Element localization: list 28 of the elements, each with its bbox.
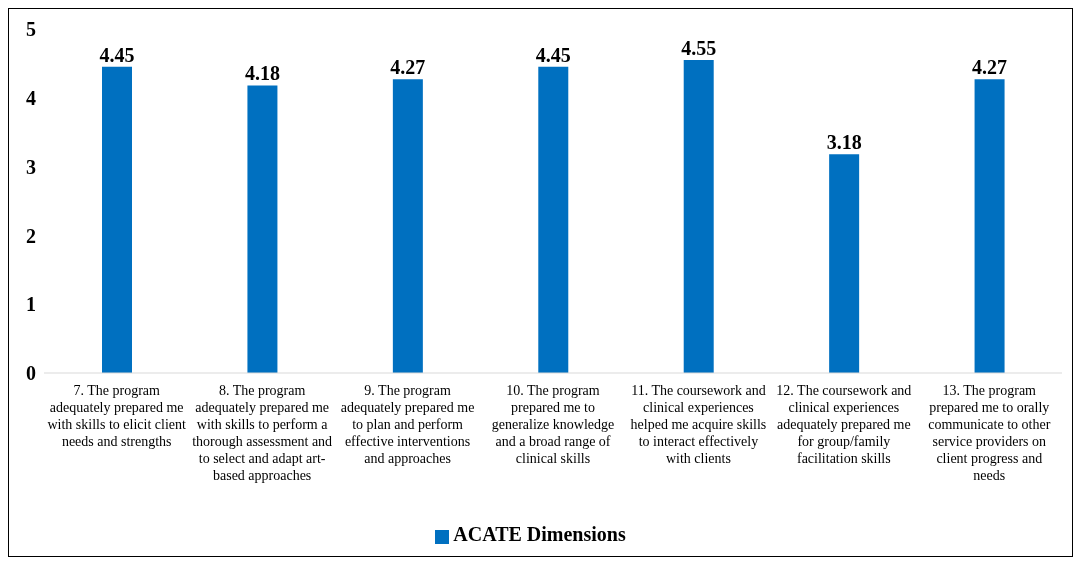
bar — [829, 154, 860, 373]
x-tick-label: 7. The program adequately prepared me with skills to elicit client needs and strengths — [47, 383, 187, 449]
bar — [538, 66, 569, 373]
x-tick-label: 8. The program adequately prepared me with skills to perform a thorough assessment and to select and adapt art-based approaches — [192, 383, 333, 483]
bar — [683, 59, 714, 373]
data-label: 4.27 — [390, 56, 426, 79]
data-label: 4.45 — [535, 43, 571, 66]
x-tick-label: 13. The program prepared me to orally communicate to other service providers on client progress and needs — [928, 383, 1051, 483]
bar — [102, 66, 132, 373]
data-label: 4.18 — [244, 62, 280, 85]
y-tick-label: 4 — [26, 86, 36, 109]
data-label: 4.45 — [99, 43, 135, 66]
data-label: 4.27 — [972, 56, 1008, 79]
y-tick-label: 0 — [26, 362, 36, 385]
data-label: 3.18 — [826, 131, 862, 154]
x-tick-label: 12. The coursework and clinical experiences adequately prepared me for group/family facilitation skills — [776, 383, 912, 466]
y-tick-label: 2 — [26, 224, 36, 247]
y-tick-label: 1 — [26, 293, 36, 316]
y-tick-label: 5 — [26, 18, 36, 41]
x-tick-label: 10. The program prepared me to generalize knowledge and a broad range of clinical skills — [491, 383, 615, 466]
bar — [392, 79, 423, 373]
y-tick-label: 3 — [26, 155, 36, 178]
bar — [974, 79, 1005, 373]
legend-label: ACATE Dimensions — [453, 523, 626, 545]
x-tick-label: 11. The coursework and clinical experiences helped me acquire skills to interact effectively with clients — [630, 383, 767, 466]
bar — [247, 85, 278, 373]
data-label: 4.55 — [681, 36, 717, 59]
x-tick-label: 9. The program adequately prepared me to plan and perform effective interventions and approaches — [340, 383, 475, 466]
